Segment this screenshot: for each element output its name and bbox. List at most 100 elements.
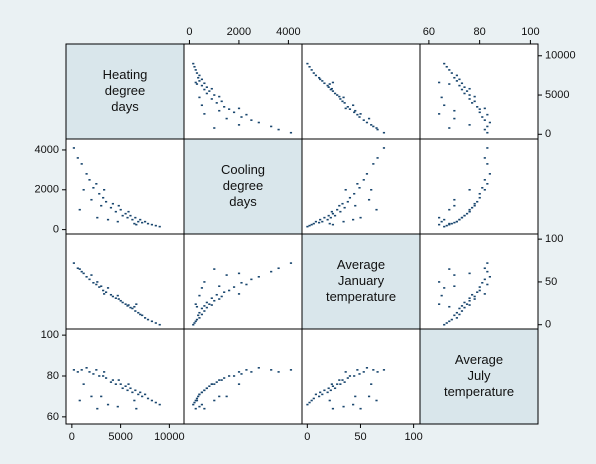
panel	[419, 138, 539, 235]
point	[210, 98, 213, 100]
point	[365, 173, 369, 175]
point	[289, 131, 293, 134]
point	[158, 323, 161, 326]
point	[443, 323, 446, 326]
point	[339, 383, 342, 385]
point	[192, 403, 195, 406]
variable-label: July	[467, 368, 491, 383]
point	[458, 218, 461, 221]
point	[465, 303, 469, 305]
point	[478, 108, 481, 110]
point	[346, 200, 349, 203]
diagonal-cell	[183, 138, 303, 235]
point	[358, 373, 361, 375]
point	[203, 305, 206, 307]
point	[486, 183, 489, 185]
point	[468, 210, 471, 213]
point	[476, 106, 479, 108]
point	[154, 322, 157, 324]
y-tick-label: 100	[41, 329, 59, 341]
point	[375, 208, 378, 211]
point	[329, 389, 332, 392]
point	[488, 275, 491, 278]
point	[362, 371, 365, 373]
point	[228, 289, 231, 292]
point	[346, 106, 349, 108]
point	[270, 125, 273, 128]
point	[326, 84, 329, 87]
point	[213, 299, 216, 302]
point	[198, 96, 201, 99]
point	[131, 307, 134, 310]
point	[82, 188, 85, 191]
point	[453, 285, 456, 288]
point	[72, 147, 76, 149]
y-tick-label: 0	[545, 128, 551, 140]
point	[146, 318, 150, 321]
point	[353, 192, 356, 195]
point	[319, 218, 322, 221]
point	[72, 369, 76, 371]
point	[126, 216, 129, 219]
point	[438, 223, 441, 226]
point	[488, 173, 491, 175]
point	[98, 375, 101, 377]
point	[356, 369, 359, 371]
point	[205, 86, 208, 88]
point	[139, 313, 142, 316]
point	[198, 405, 201, 408]
point	[203, 88, 206, 91]
point	[146, 222, 150, 225]
point	[225, 274, 228, 276]
point	[154, 224, 157, 227]
point	[438, 113, 441, 115]
point	[109, 206, 113, 209]
point	[344, 107, 347, 110]
point	[453, 221, 456, 224]
point	[143, 393, 147, 396]
point	[143, 220, 147, 223]
x-tick-label: 10000	[154, 431, 185, 443]
point	[468, 297, 471, 299]
point	[195, 83, 199, 85]
point	[150, 223, 154, 226]
point	[213, 94, 216, 96]
point	[314, 74, 318, 77]
point	[137, 311, 140, 314]
point	[458, 307, 461, 310]
point	[76, 371, 79, 373]
point	[326, 218, 329, 221]
point	[141, 221, 144, 224]
point	[455, 220, 458, 223]
point	[90, 274, 93, 276]
point	[119, 299, 122, 302]
panel	[65, 233, 185, 330]
point	[342, 96, 345, 99]
variable-label: January	[338, 273, 385, 288]
point	[372, 369, 375, 371]
point	[453, 274, 456, 276]
point	[129, 306, 132, 309]
point	[478, 196, 481, 199]
point	[365, 367, 369, 369]
point	[473, 204, 476, 207]
point	[200, 307, 204, 310]
point	[127, 210, 130, 213]
point	[344, 371, 347, 373]
point	[114, 210, 117, 213]
point	[200, 313, 204, 316]
point	[486, 163, 489, 165]
variable-label: Cooling	[221, 162, 265, 177]
point	[318, 221, 321, 224]
point	[382, 147, 386, 149]
point	[104, 291, 108, 293]
point	[445, 224, 448, 227]
point	[245, 283, 248, 286]
point	[348, 375, 352, 377]
point	[483, 128, 486, 131]
point	[356, 113, 359, 116]
point	[126, 389, 129, 392]
point	[328, 399, 331, 402]
